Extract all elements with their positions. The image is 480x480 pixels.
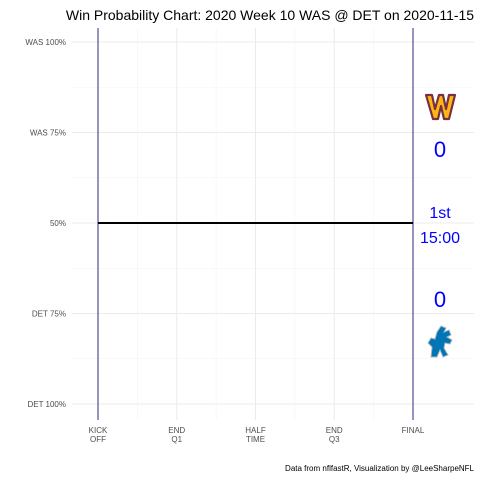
game-clock: 15:00 [420, 230, 460, 247]
y-tick-label: DET 100% [27, 400, 66, 409]
x-tick-label: HALF TIME [245, 426, 266, 444]
y-tick-label: 50% [50, 219, 66, 228]
away-score: 0 [434, 137, 446, 162]
det-logo-icon [427, 325, 453, 358]
was-logo-icon [424, 93, 457, 121]
y-axis-ticks: WAS 100% WAS 75% 50% DET 75% DET 100% [25, 38, 66, 409]
y-tick-label: DET 75% [32, 310, 66, 319]
x-tick-label: KICK OFF [89, 426, 108, 444]
chart-title: Win Probability Chart: 2020 Week 10 WAS … [66, 7, 474, 23]
x-tick-label: FINAL [402, 426, 425, 435]
y-tick-label: WAS 75% [30, 129, 66, 138]
chart-caption: Data from nflfastR, Visualization by @Le… [285, 464, 475, 473]
home-score: 0 [434, 287, 446, 312]
y-tick-label: WAS 100% [25, 38, 66, 47]
x-axis-ticks: KICK OFF END Q1 HALF TIME END Q3 FINAL [89, 426, 425, 444]
quarter-label: 1st [429, 205, 451, 222]
x-tick-label: END Q3 [326, 426, 343, 444]
x-tick-label: END Q1 [168, 426, 185, 444]
